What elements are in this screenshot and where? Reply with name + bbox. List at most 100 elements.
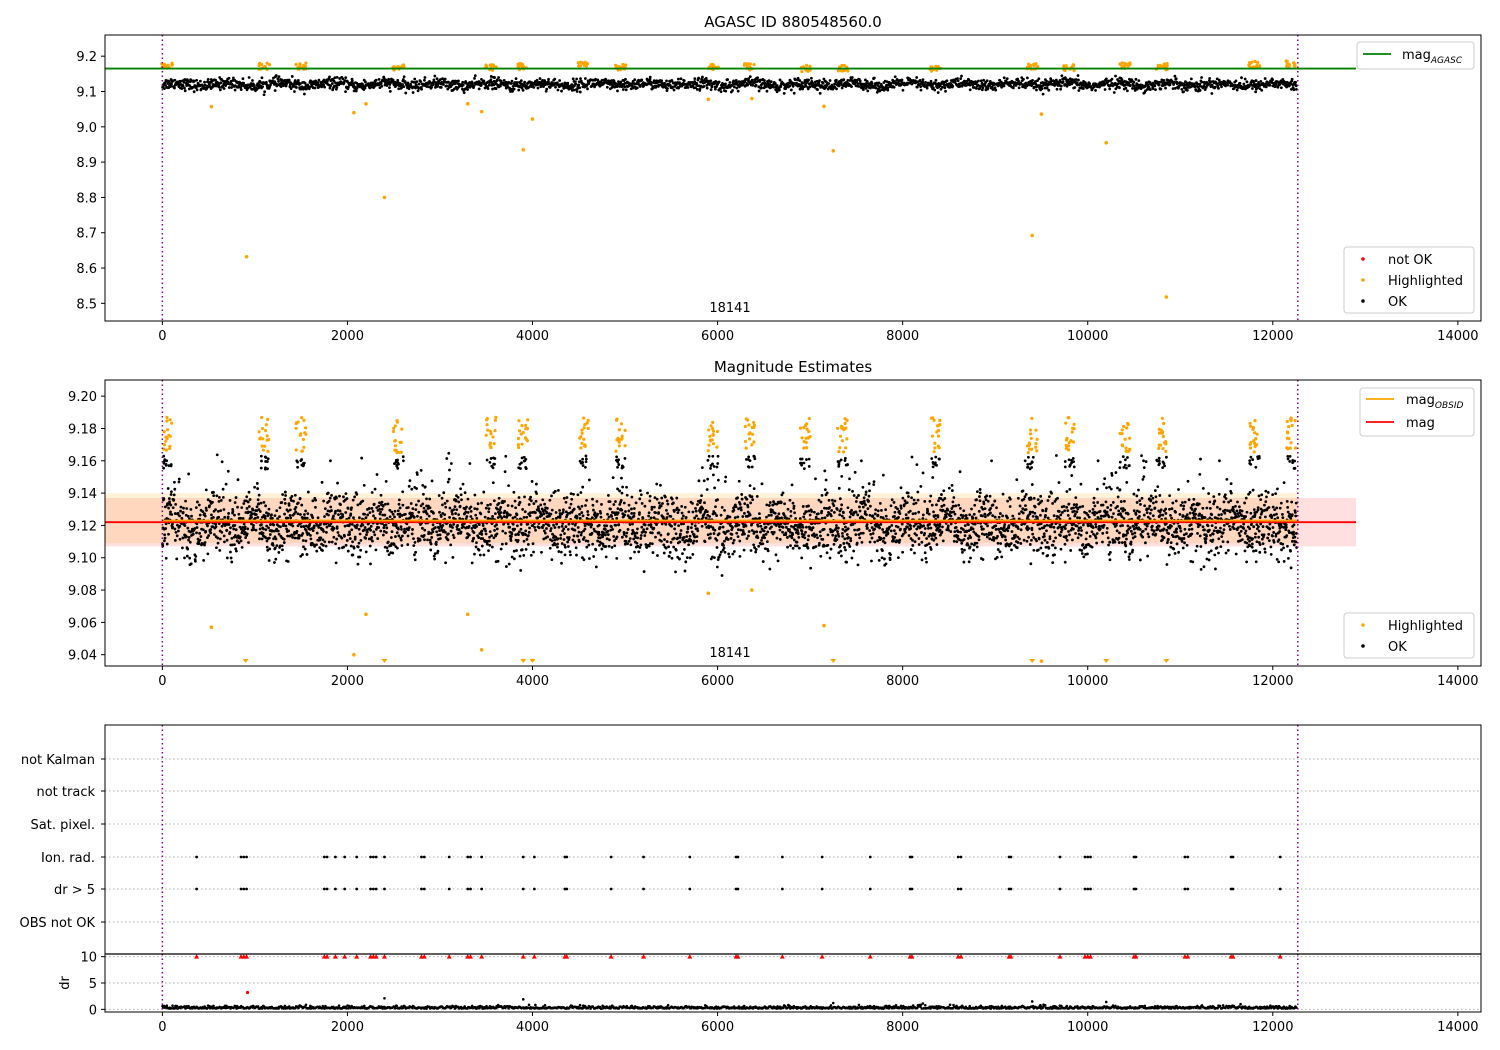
ok-point — [473, 76, 476, 80]
ok-point — [562, 508, 565, 512]
ok-point — [1132, 80, 1136, 84]
ok-point — [198, 538, 202, 542]
ok-point — [419, 80, 423, 84]
ok-point — [475, 507, 479, 511]
ok-point — [728, 81, 732, 84]
ok-point — [663, 495, 667, 499]
ok-point — [623, 513, 627, 517]
ok-point — [625, 531, 629, 535]
ok-point — [406, 534, 410, 538]
ok-point — [409, 82, 412, 86]
ok-point — [397, 534, 401, 538]
ok-point — [1174, 77, 1178, 81]
ok-point — [592, 555, 596, 558]
ok-point — [438, 533, 442, 537]
ok-point — [531, 542, 535, 546]
ok-point — [401, 78, 405, 81]
ok-point — [438, 510, 441, 514]
ok-point — [203, 543, 206, 547]
ok-point — [692, 539, 696, 543]
ok-point — [509, 90, 512, 93]
ok-point — [308, 85, 312, 89]
ok-point — [447, 80, 450, 84]
ok-point — [327, 499, 331, 503]
ok-point — [484, 506, 488, 510]
ok-point — [192, 90, 196, 94]
ok-point — [327, 540, 331, 544]
ok-point — [674, 548, 678, 552]
ok-point — [385, 526, 389, 530]
ok-point — [444, 530, 447, 534]
ok-point — [1245, 80, 1249, 84]
ok-point — [622, 501, 626, 505]
highlighted-point — [1128, 61, 1132, 65]
ok-point — [462, 91, 466, 95]
ok-point — [509, 535, 513, 538]
ok-point — [401, 503, 405, 507]
ok-point — [633, 78, 637, 82]
ok-point — [792, 91, 796, 95]
ok-point — [208, 504, 211, 508]
ok-point — [606, 512, 609, 516]
ok-point — [272, 523, 276, 527]
ok-point — [475, 525, 479, 528]
ok-point — [1017, 86, 1021, 90]
ok-point — [388, 86, 391, 90]
ok-point — [763, 79, 766, 82]
ok-point — [568, 506, 572, 510]
ok-point — [606, 529, 610, 533]
ok-point — [522, 515, 526, 519]
ok-point — [566, 527, 570, 531]
ok-point — [350, 79, 354, 83]
ok-point — [716, 498, 719, 502]
ok-point — [325, 79, 329, 83]
ok-point — [181, 511, 185, 514]
ok-point — [314, 505, 317, 509]
ok-point — [1234, 79, 1238, 83]
ok-point — [388, 89, 392, 93]
ok-point — [433, 74, 437, 78]
ok-point — [798, 79, 802, 82]
ok-point — [443, 513, 447, 517]
panel-agasc-ytick-label: 9.0 — [76, 121, 97, 136]
ok-point — [421, 483, 425, 487]
ok-point — [632, 512, 636, 515]
ok-point — [359, 538, 363, 542]
ok-point — [489, 78, 493, 82]
ok-point — [169, 493, 173, 496]
ok-point — [491, 481, 495, 485]
ok-point — [271, 516, 274, 520]
ok-point — [667, 545, 670, 549]
ok-point — [563, 545, 567, 549]
ok-point — [514, 506, 518, 510]
ok-point — [225, 556, 229, 560]
ok-point — [256, 515, 260, 519]
ok-point — [478, 553, 482, 557]
ok-point — [540, 507, 544, 511]
ok-point — [936, 91, 940, 94]
ok-point — [389, 536, 393, 539]
ok-point — [620, 476, 623, 480]
ok-point — [273, 514, 277, 518]
ok-point — [185, 535, 188, 539]
ok-point — [536, 86, 540, 90]
ok-point — [364, 80, 367, 84]
ok-point — [415, 487, 418, 490]
ok-point — [434, 540, 438, 544]
ok-point — [686, 86, 690, 89]
ok-point — [218, 88, 222, 92]
ok-point — [555, 81, 559, 85]
ok-point — [393, 515, 396, 519]
ok-point — [237, 512, 241, 516]
ok-point — [232, 76, 235, 80]
ok-point — [521, 508, 525, 511]
ok-point — [290, 75, 294, 78]
ok-point — [323, 540, 327, 544]
ok-point — [423, 485, 427, 489]
ok-point — [713, 528, 717, 532]
ok-point — [411, 91, 415, 94]
ok-point — [414, 503, 418, 507]
ok-point — [338, 77, 342, 80]
ok-point — [530, 480, 534, 483]
